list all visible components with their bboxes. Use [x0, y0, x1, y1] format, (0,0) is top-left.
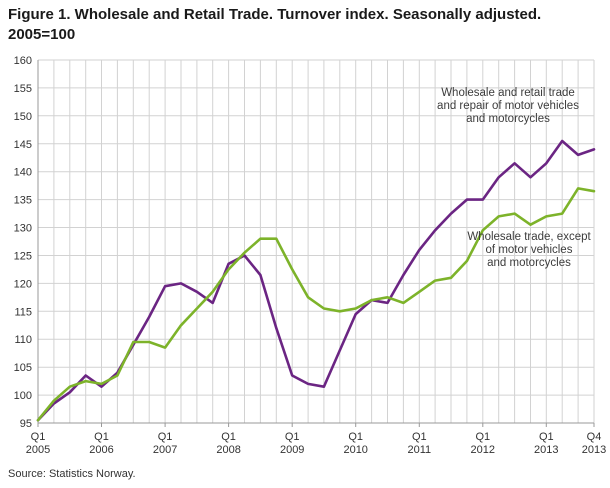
svg-text:2005: 2005 [26, 444, 50, 456]
vertical-gridlines [37, 60, 595, 423]
svg-text:160: 160 [14, 55, 32, 67]
y-axis-tick-labels: 95 100 105 110 115 120 125 130 135 140 145 150 155 16… [14, 55, 32, 430]
svg-text:Q1: Q1 [475, 431, 490, 443]
svg-text:Q1: Q1 [221, 431, 236, 443]
svg-text:2013: 2013 [534, 444, 558, 456]
svg-text:2006: 2006 [89, 444, 113, 456]
svg-text:2007: 2007 [153, 444, 177, 456]
svg-text:155: 155 [14, 83, 32, 95]
figure-title: Figure 1. Wholesale and Retail Trade. Tu… [8, 5, 604, 44]
svg-text:115: 115 [14, 306, 32, 318]
axes [37, 60, 594, 424]
svg-text:95: 95 [20, 418, 32, 430]
svg-text:Q4: Q4 [587, 431, 602, 443]
svg-text:2010: 2010 [343, 444, 367, 456]
svg-text:135: 135 [14, 195, 32, 207]
figure-title-line2: 2005=100 [8, 25, 76, 43]
series-line-wholesale-retail-motor [36, 139, 596, 422]
svg-text:140: 140 [14, 167, 32, 179]
svg-text:and repair of motor vehicles: and repair of motor vehicles [437, 100, 579, 112]
x-axis-tick-labels: Q12005Q12006Q12007Q12008Q12009Q12010Q120… [26, 423, 606, 456]
figure-title-line1: Figure 1. Wholesale and Retail Trade. Tu… [8, 6, 542, 23]
svg-text:and motorcycles: and motorcycles [487, 257, 571, 269]
svg-text:130: 130 [14, 223, 32, 235]
svg-text:2011: 2011 [407, 444, 431, 456]
horizontal-gridlines [38, 59, 594, 424]
svg-text:2008: 2008 [216, 444, 240, 456]
svg-text:of motor vehicles: of motor vehicles [486, 244, 573, 256]
svg-text:100: 100 [14, 390, 32, 402]
svg-text:110: 110 [14, 334, 32, 346]
svg-text:2013: 2013 [582, 444, 606, 456]
svg-text:2012: 2012 [471, 444, 495, 456]
svg-text:Wholesale trade, except: Wholesale trade, except [467, 231, 591, 243]
svg-text:Q1: Q1 [158, 431, 173, 443]
svg-text:2009: 2009 [280, 444, 304, 456]
svg-text:and motorcycles: and motorcycles [466, 113, 550, 125]
svg-text:105: 105 [14, 362, 32, 374]
svg-text:Q1: Q1 [94, 431, 109, 443]
svg-text:Q1: Q1 [412, 431, 427, 443]
svg-text:Q1: Q1 [348, 431, 363, 443]
svg-text:125: 125 [14, 251, 32, 263]
svg-text:Q1: Q1 [539, 431, 554, 443]
svg-text:145: 145 [14, 139, 32, 151]
svg-text:Q1: Q1 [31, 431, 46, 443]
svg-text:150: 150 [14, 111, 32, 123]
series-line-wholesale-except-motor [36, 187, 596, 422]
svg-text:Wholesale and retail trade: Wholesale and retail trade [441, 87, 575, 99]
source-note: Source: Statistics Norway. [8, 468, 136, 480]
svg-text:120: 120 [14, 278, 32, 290]
svg-text:Q1: Q1 [285, 431, 300, 443]
turnover-line-chart: 95 100 105 110 115 120 125 130 135 140 145 150 155 16… [14, 55, 607, 456]
